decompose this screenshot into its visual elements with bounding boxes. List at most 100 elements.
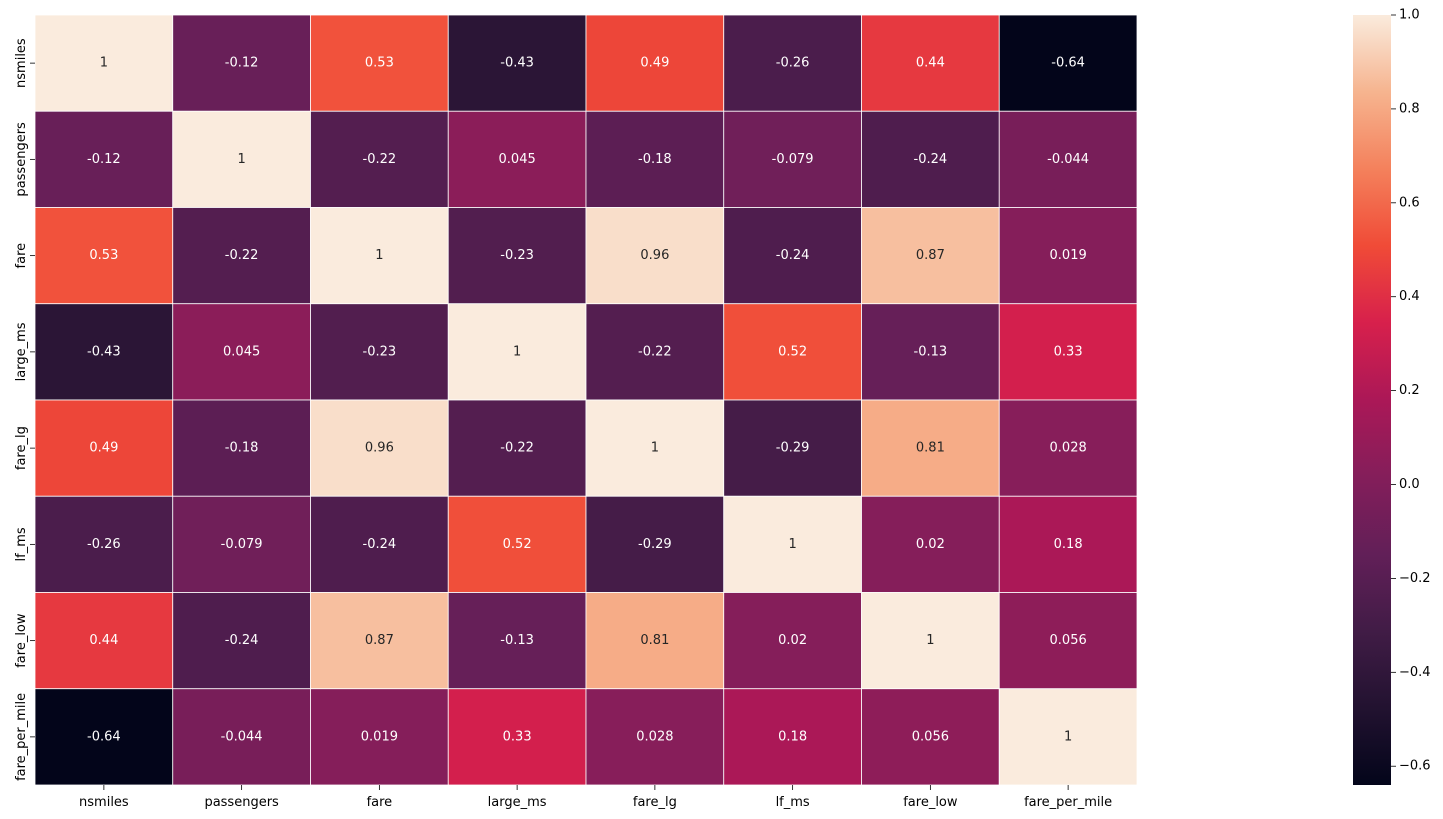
cell-value-label: 0.02 — [778, 633, 807, 648]
heatmap-cell — [310, 592, 449, 690]
cell-value-label: -0.18 — [638, 152, 672, 167]
heatmap-cell — [723, 688, 862, 786]
cell-value-label: -0.22 — [500, 441, 534, 456]
heatmap-cell — [723, 399, 862, 497]
x-axis-tick-labels: nsmiles passengers fare large_ms fare_lg lf_m… — [79, 785, 1112, 810]
heatmap-cell — [998, 688, 1138, 786]
y-tick-label: fare_lg — [14, 426, 29, 470]
cell-value-label: 0.53 — [365, 56, 394, 71]
cell-value-label: -0.29 — [776, 441, 810, 456]
cell-value-label: 0.96 — [365, 441, 394, 456]
heatmap-cell — [172, 592, 311, 690]
cell-value-label: -0.64 — [87, 729, 121, 744]
cell-value-label: 0.056 — [1050, 633, 1087, 648]
cell-value-label: -0.22 — [638, 344, 672, 359]
cell-value-label: -0.13 — [500, 633, 534, 648]
x-tick-label: large_ms — [488, 795, 547, 810]
cell-value-label: 0.81 — [916, 441, 945, 456]
heatmap-cell — [861, 592, 1000, 690]
heatmap-cell — [998, 110, 1138, 208]
heatmap-cell — [447, 207, 587, 305]
cell-value-label: 0.33 — [1054, 344, 1083, 359]
cell-value-label: 0.056 — [912, 729, 949, 744]
y-tick-label: fare — [14, 243, 29, 269]
cell-value-label: -0.044 — [1047, 152, 1089, 167]
x-tick-label: fare_per_mile — [1024, 795, 1112, 810]
heatmap-cell — [172, 207, 311, 305]
colorbar-tick-label: 0.8 — [1399, 101, 1420, 116]
heatmap-cell — [998, 399, 1138, 497]
cell-value-label: -0.24 — [914, 152, 948, 167]
heatmap-cell — [998, 592, 1138, 690]
heatmap-cell — [172, 399, 311, 497]
heatmap-cell — [998, 207, 1138, 305]
x-tick-label: passengers — [204, 795, 279, 810]
heatmap-cell — [34, 207, 174, 305]
cell-value-label: 0.49 — [89, 441, 118, 456]
heatmap-cell — [585, 495, 725, 593]
heatmap-cell — [310, 207, 449, 305]
heatmap-cell — [723, 495, 862, 593]
cell-value-label: 0.49 — [640, 56, 669, 71]
heatmap-cell — [585, 399, 725, 497]
heatmap-cell — [585, 688, 725, 786]
colorbar-tick-label: 1.0 — [1399, 8, 1420, 23]
colorbar-tick-label: −0.6 — [1399, 759, 1431, 774]
cell-value-label: 1 — [237, 152, 245, 167]
cell-value-label: 1 — [1064, 729, 1072, 744]
colorbar-tick-label: 0.4 — [1399, 289, 1420, 304]
heatmap-cell — [998, 14, 1138, 112]
y-tick-label: lf_ms — [14, 527, 29, 561]
cell-value-label: -0.26 — [87, 537, 121, 552]
cell-value-label: 0.53 — [89, 248, 118, 263]
colorbar-tick-label: 0.6 — [1399, 195, 1420, 210]
heatmap-cell — [861, 207, 1000, 305]
colorbar-tick-label: 0.2 — [1399, 383, 1420, 398]
cell-value-label: -0.24 — [363, 537, 397, 552]
heatmap-cell — [723, 14, 862, 112]
cell-value-label: -0.64 — [1051, 56, 1085, 71]
cell-value-label: -0.43 — [500, 56, 534, 71]
cell-value-label: 1 — [788, 537, 796, 552]
x-tick-label: nsmiles — [79, 795, 129, 810]
heatmap-cell — [172, 14, 311, 112]
cell-value-label: -0.22 — [363, 152, 397, 167]
cell-value-label: 0.019 — [361, 729, 398, 744]
cell-value-label: -0.13 — [914, 344, 948, 359]
heatmap-cell — [585, 14, 725, 112]
x-tick-label: fare — [367, 795, 393, 810]
cell-value-label: 1 — [375, 248, 383, 263]
cell-value-label: 0.18 — [778, 729, 807, 744]
cell-value-label: -0.079 — [772, 152, 814, 167]
cell-value-label: -0.12 — [87, 152, 121, 167]
cell-value-label: 0.81 — [640, 633, 669, 648]
cell-value-label: -0.12 — [225, 56, 259, 71]
heatmap-cell — [585, 592, 725, 690]
cell-value-label: 0.019 — [1050, 248, 1087, 263]
cell-value-label: 0.87 — [916, 248, 945, 263]
heatmap-cell — [34, 303, 174, 401]
cell-value-label: 0.87 — [365, 633, 394, 648]
heatmap-cell — [34, 592, 174, 690]
heatmap-cell — [447, 399, 587, 497]
cell-value-label: 0.44 — [89, 633, 118, 648]
colorbar-tick-label: −0.2 — [1399, 571, 1431, 586]
cell-value-label: 0.18 — [1054, 537, 1083, 552]
x-tick-label: fare_low — [903, 795, 958, 810]
heatmap-cell — [585, 207, 725, 305]
cell-value-label: -0.18 — [225, 441, 259, 456]
heatmap-cell — [172, 495, 311, 593]
heatmap-cell — [310, 399, 449, 497]
cell-value-label: 0.045 — [223, 344, 260, 359]
colorbar-gradient — [1353, 15, 1391, 785]
cell-value-label: -0.079 — [221, 537, 263, 552]
heatmap-cell — [447, 303, 587, 401]
heatmap-cell — [861, 110, 1000, 208]
heatmap-cell — [723, 207, 862, 305]
cell-value-label: 1 — [651, 441, 659, 456]
heatmap-cell — [861, 303, 1000, 401]
cell-value-label: 0.44 — [916, 56, 945, 71]
y-tick-label: fare_low — [14, 613, 29, 668]
heatmap-cell — [723, 592, 862, 690]
cell-value-label: 1 — [926, 633, 934, 648]
